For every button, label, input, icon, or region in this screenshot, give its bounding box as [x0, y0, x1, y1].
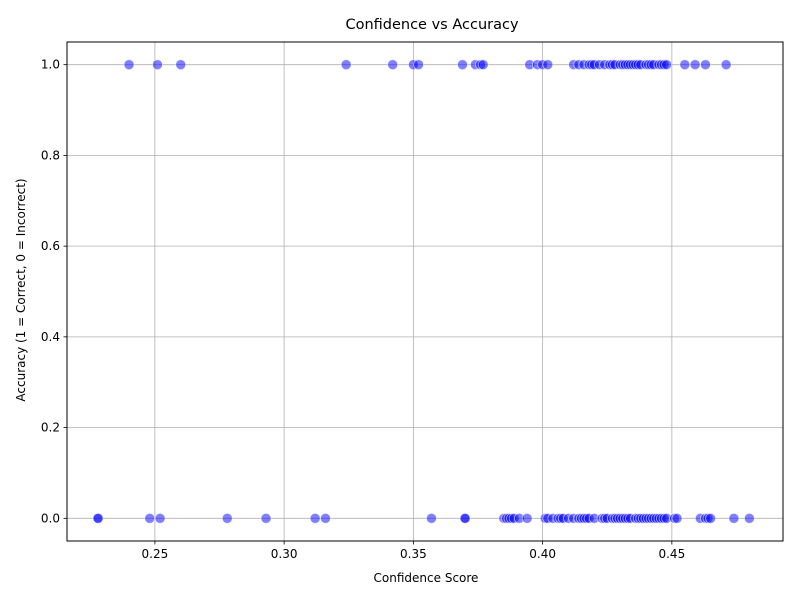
data-point — [743, 512, 755, 524]
plot-frame — [66, 41, 784, 542]
data-point — [661, 59, 673, 71]
data-points — [92, 59, 755, 524]
data-point — [671, 512, 683, 524]
data-point — [123, 59, 135, 71]
x-tick-label: 0.30 — [271, 547, 298, 561]
y-tick-label: 1.0 — [41, 58, 60, 72]
data-point — [175, 59, 187, 71]
y-axis-label: Accuracy (1 = Correct, 0 = Incorrect) — [14, 178, 28, 401]
data-point — [426, 512, 437, 524]
y-tick-label: 0.2 — [41, 421, 60, 435]
y-tick-label: 0.4 — [41, 330, 60, 344]
data-point — [387, 59, 399, 71]
data-point — [728, 512, 740, 524]
data-point — [260, 512, 272, 524]
y-tick-label: 0.6 — [41, 239, 60, 253]
data-point — [154, 512, 166, 524]
data-point — [340, 59, 352, 71]
data-point — [457, 59, 468, 71]
x-tick-label: 0.35 — [400, 547, 427, 561]
data-point — [705, 512, 717, 524]
x-tick-label: 0.25 — [142, 547, 169, 561]
y-tick-label: 0.8 — [41, 148, 60, 162]
data-point — [679, 59, 691, 71]
data-point — [221, 512, 233, 524]
data-point — [700, 59, 711, 71]
data-point — [521, 512, 533, 524]
data-point — [144, 512, 156, 524]
data-point — [459, 512, 471, 524]
x-tick-label: 0.45 — [658, 547, 685, 561]
data-point — [152, 59, 163, 71]
data-point — [309, 512, 321, 524]
axis-ticks: 0.25 0.30 0.35 0.40 0.45 0.0 0.2 0.4 0.6 0.8 1.0 — [41, 58, 685, 561]
data-point — [542, 59, 554, 71]
y-tick-label: 0.0 — [41, 511, 60, 525]
chart-title: Confidence vs Accuracy — [345, 17, 518, 33]
grid-lines — [67, 42, 783, 541]
data-point — [413, 59, 424, 71]
data-point — [320, 512, 331, 524]
data-point — [689, 59, 701, 71]
x-tick-label: 0.40 — [529, 547, 556, 561]
data-point — [720, 59, 732, 71]
data-point — [92, 512, 104, 524]
data-point — [477, 59, 489, 71]
x-axis-label: Confidence Score — [374, 571, 479, 585]
